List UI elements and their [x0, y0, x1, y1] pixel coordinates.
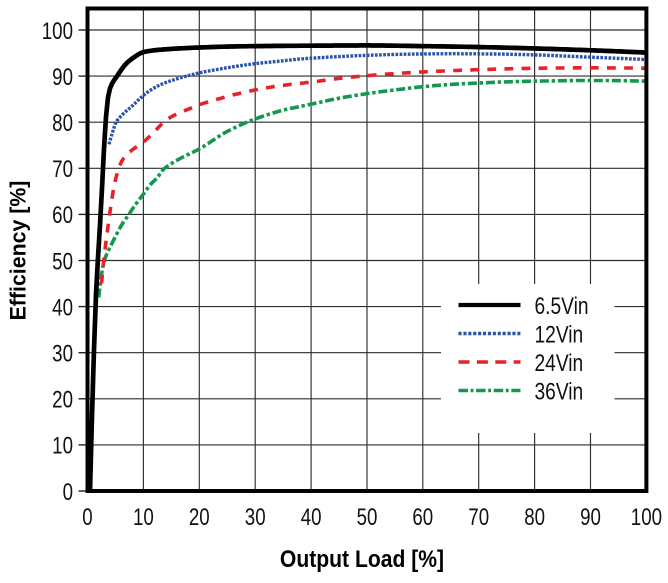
svg-text:90: 90: [580, 504, 601, 531]
svg-text:12Vin: 12Vin: [535, 320, 584, 348]
svg-text:0: 0: [82, 504, 92, 531]
svg-text:10: 10: [133, 504, 154, 531]
svg-text:70: 70: [468, 504, 489, 531]
svg-text:Efficiency [%]: Efficiency [%]: [5, 181, 30, 321]
svg-text:6.5Vin: 6.5Vin: [535, 292, 589, 320]
svg-text:30: 30: [52, 340, 73, 367]
svg-text:Output Load [%]: Output Load [%]: [280, 546, 444, 573]
svg-text:60: 60: [412, 504, 433, 531]
svg-text:70: 70: [52, 156, 73, 183]
svg-text:80: 80: [524, 504, 545, 531]
svg-text:100: 100: [42, 18, 73, 45]
svg-text:80: 80: [52, 110, 73, 137]
svg-text:40: 40: [52, 294, 73, 321]
svg-text:50: 50: [52, 248, 73, 275]
svg-text:50: 50: [357, 504, 378, 531]
svg-text:30: 30: [245, 504, 266, 531]
svg-text:20: 20: [52, 386, 73, 413]
svg-text:100: 100: [631, 504, 662, 531]
svg-text:36Vin: 36Vin: [535, 377, 584, 405]
svg-text:90: 90: [52, 64, 73, 91]
svg-text:10: 10: [52, 433, 73, 460]
svg-text:24Vin: 24Vin: [535, 349, 584, 377]
svg-text:0: 0: [63, 479, 73, 506]
svg-text:60: 60: [52, 202, 73, 229]
svg-text:20: 20: [189, 504, 210, 531]
svg-text:40: 40: [301, 504, 322, 531]
